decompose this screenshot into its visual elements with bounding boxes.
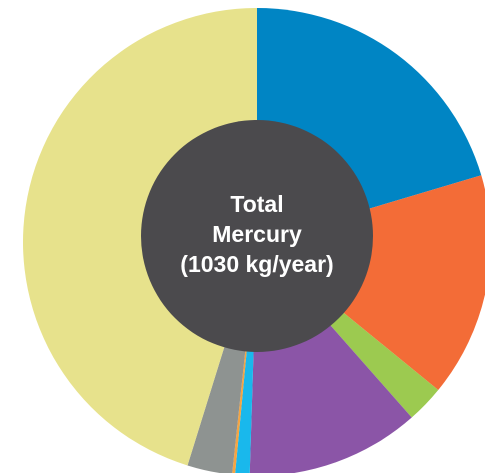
slice — [22, 8, 257, 466]
center-label-line: Total — [230, 191, 283, 217]
center-label: Total Mercury (1030 kg/year) — [180, 191, 333, 277]
center-label-line: (1030 kg/year) — [180, 251, 333, 277]
center-hole — [141, 120, 373, 352]
center-label-line: Mercury — [212, 221, 302, 247]
